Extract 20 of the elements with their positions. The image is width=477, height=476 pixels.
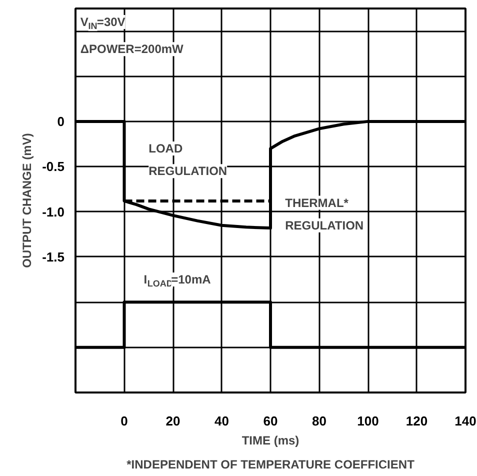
x-tick-label: 120 bbox=[406, 414, 428, 428]
annotation: ΔPOWER=200mW bbox=[80, 42, 184, 56]
y-tick-label: -1.0 bbox=[42, 204, 65, 220]
annotation: REGULATION bbox=[285, 218, 364, 232]
text: *INDEPENDENT OF TEMPERATURE COEFFICIENT bbox=[126, 458, 416, 472]
annotation: THERMAL* bbox=[285, 196, 349, 210]
annotation: REGULATION bbox=[148, 164, 228, 178]
x-tick-label: 60 bbox=[263, 414, 278, 428]
y-axis-title: OUTPUT CHANGE (mV) bbox=[20, 133, 34, 268]
annotation: LOAD bbox=[148, 142, 183, 156]
x-tick-label: 100 bbox=[357, 414, 379, 428]
y-tick-label: 0 bbox=[57, 114, 65, 129]
y-tick-label: -1.5 bbox=[42, 249, 65, 264]
x-tick-label: 20 bbox=[166, 414, 180, 428]
x-tick-label: 140 bbox=[454, 414, 476, 428]
x-tick-label: 0 bbox=[120, 414, 128, 428]
x-tick-label: 40 bbox=[214, 414, 229, 428]
x-tick-label: 80 bbox=[312, 414, 326, 428]
y-tick-label: -0.5 bbox=[42, 159, 65, 174]
x-axis-title: TIME (ms) bbox=[242, 434, 300, 448]
